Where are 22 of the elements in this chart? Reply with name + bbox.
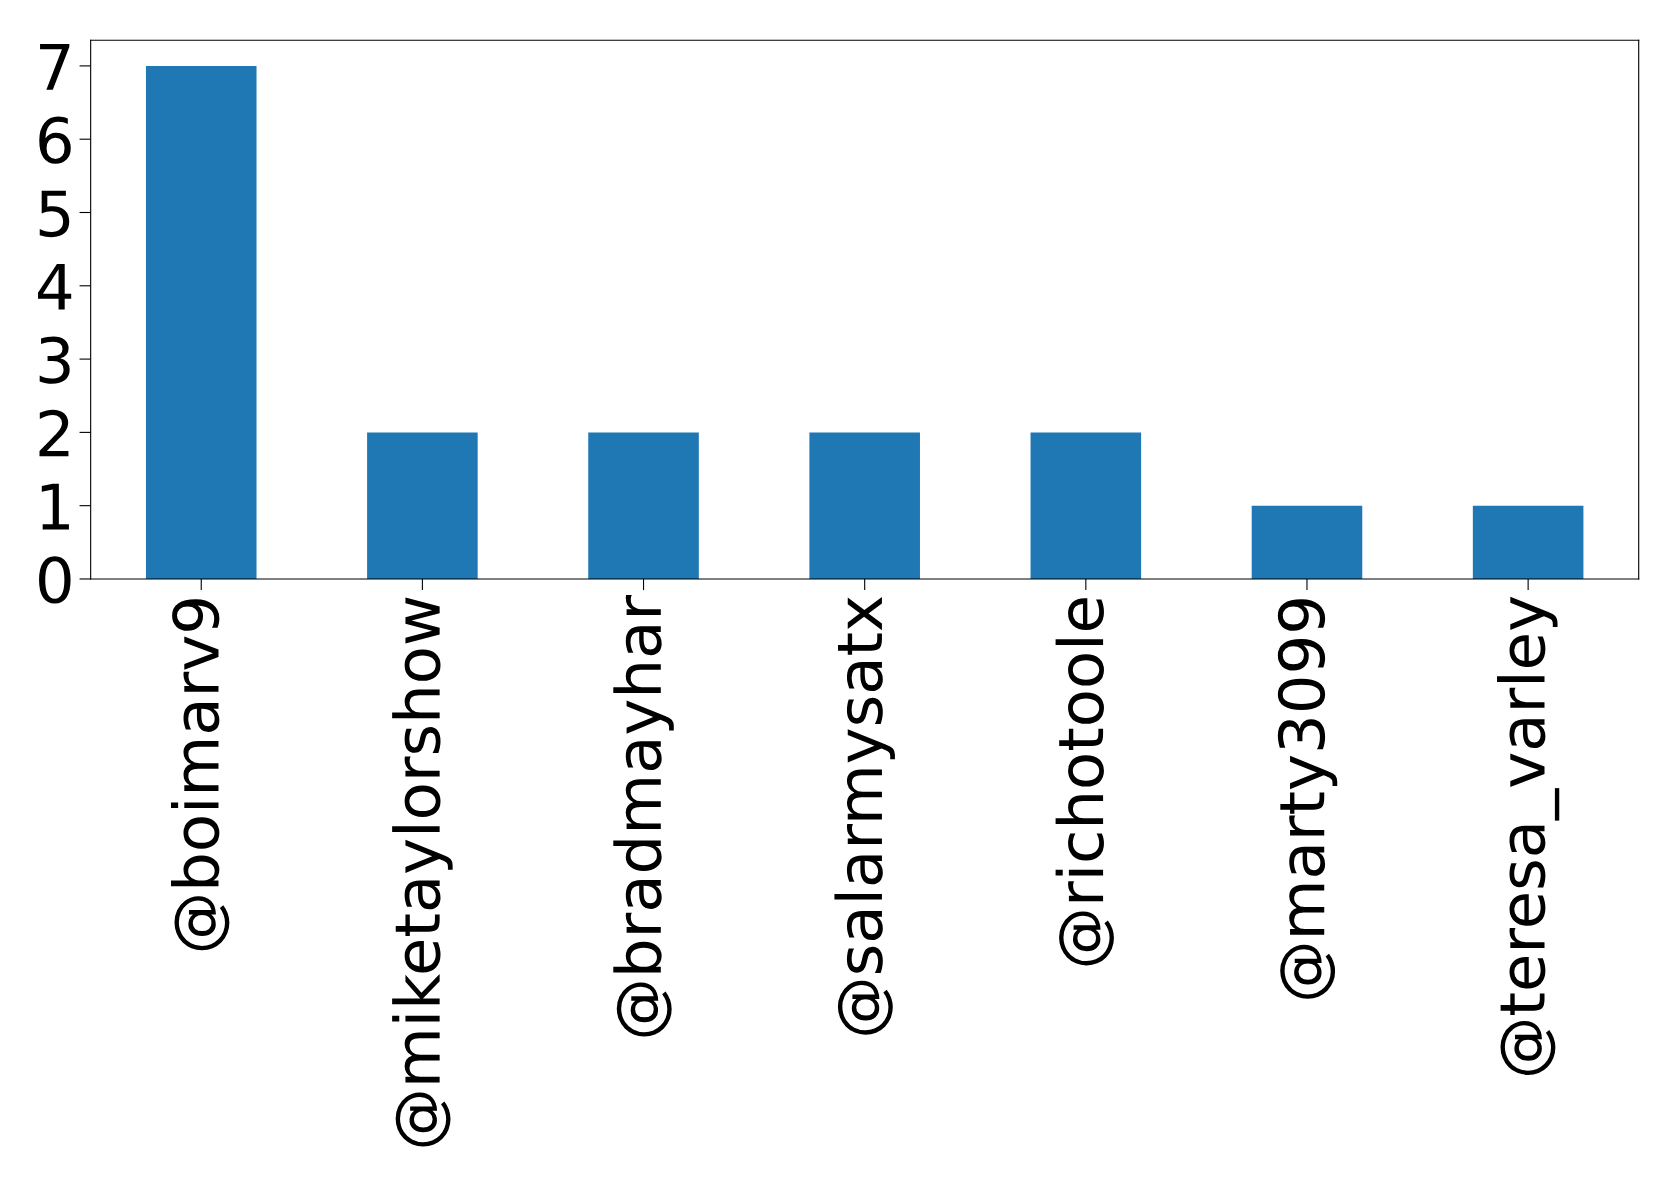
bar: [588, 432, 699, 579]
x-tick-label: @boimarv9: [171, 599, 230, 951]
bar: [809, 432, 920, 579]
bar: [1030, 432, 1142, 579]
y-tick-label: 0: [39, 556, 71, 604]
y-tick-label: 6: [39, 116, 71, 164]
y-tick-label: 1: [41, 483, 69, 530]
x-tick-label: @marty3099: [1277, 599, 1338, 999]
bar: [1472, 505, 1584, 579]
y-tick-label: 5: [39, 190, 70, 238]
y-tick-label: 7: [40, 44, 70, 90]
x-tick-label: @salarmysatx: [834, 596, 895, 1035]
y-tick-label: 4: [37, 263, 72, 310]
y-tick-label: 2: [39, 409, 69, 457]
x-tick-label: @miketaylorshow: [392, 597, 453, 1147]
y-tick-label: 3: [39, 336, 70, 384]
bar: [1251, 505, 1363, 579]
x-tick-label: @teresa_varley: [1497, 596, 1560, 1075]
x-tick-label: @bradmayhar: [613, 594, 674, 1037]
bar: [145, 65, 257, 579]
bar: [367, 432, 478, 579]
x-tick-label: @richotoole: [1055, 598, 1114, 966]
